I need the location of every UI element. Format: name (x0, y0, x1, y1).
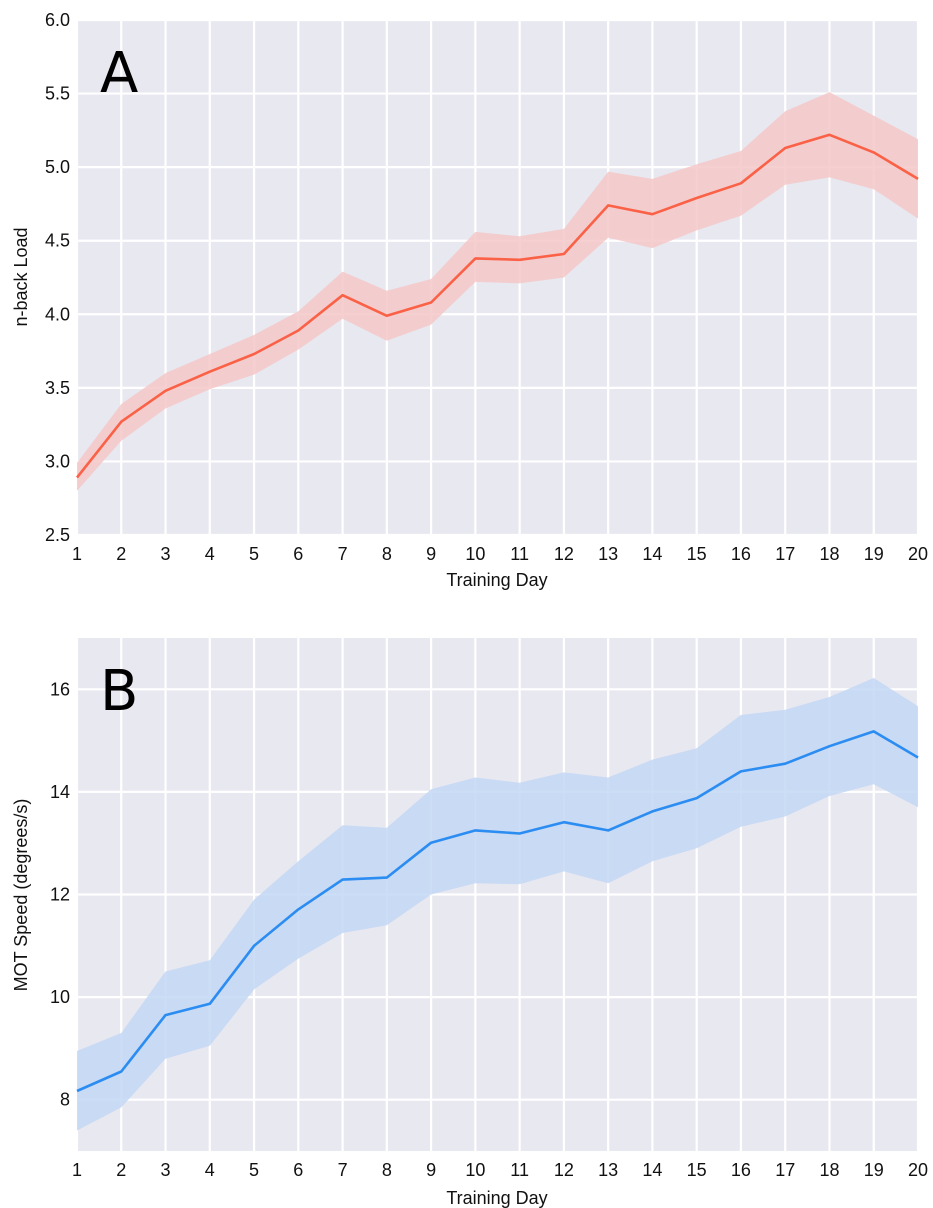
panel-a-series-line (75, 133, 919, 479)
panel-b-x-tick-label: 7 (338, 1160, 348, 1180)
panel-a-y-tick-label: 6.0 (45, 10, 70, 30)
panel-a-x-tick-label: 9 (426, 544, 436, 564)
panel-a-x-tick-label: 1 (72, 544, 82, 564)
panel-a-y-tick-label: 4.5 (45, 231, 70, 251)
panel-a-y-ticks: 2.5 3.0 3.5 4.0 4.5 5.0 5.5 6.0 (45, 10, 70, 545)
panel-b-x-tick-label: 20 (908, 1160, 928, 1180)
panel-a-y-axis-label: n-back Load (11, 227, 31, 326)
panel-a-x-tick-label: 10 (465, 544, 485, 564)
panel-b-x-ticks: 1 2 3 4 5 6 7 8 9 10 11 12 13 14 15 16 17 18 19 20 (72, 1160, 928, 1180)
panel-b-x-tick-label: 13 (598, 1160, 618, 1180)
panel-a-x-tick-label: 6 (293, 544, 303, 564)
panel-b-x-tick-label: 17 (775, 1160, 795, 1180)
panel-a-x-tick-label: 2 (116, 544, 126, 564)
panel-a-confidence-band (77, 92, 918, 491)
panel-b-x-tick-label: 9 (426, 1160, 436, 1180)
panel-a-x-axis-label: Training Day (446, 570, 547, 590)
panel-a-x-tick-label: 4 (205, 544, 215, 564)
panel-a-x-tick-label: 12 (554, 544, 574, 564)
panel-a-y-tick-label: 3.5 (45, 378, 70, 398)
panel-a-x-tick-label: 11 (510, 544, 529, 564)
panel-b-y-tick-label: 12 (50, 885, 70, 905)
panel-a-x-tick-label: 8 (382, 544, 392, 564)
panel-a-chart: 2.53.03.54.04.55.05.56.0 1 2 3 4 5 6 7 8 9 10 11 12… (11, 10, 928, 590)
panel-b-y-axis-label: MOT Speed (degrees/s) (11, 799, 31, 992)
panel-b-x-tick-label: 19 (864, 1160, 884, 1180)
panel-b-series-line (76, 730, 919, 1093)
panel-b-x-axis-label: Training Day (446, 1188, 547, 1208)
panel-b-y-tick-label: 10 (50, 987, 70, 1007)
panel-b-y-tick-label: 8 (60, 1090, 70, 1110)
panel-b-x-tick-label: 6 (293, 1160, 303, 1180)
panel-a-y-tick-label: 2.5 (45, 525, 70, 545)
panel-b-x-tick-label: 14 (642, 1160, 662, 1180)
panel-a-x-tick-label: 20 (908, 544, 928, 564)
panel-a-x-tick-label: 18 (819, 544, 839, 564)
panel-a-y-tick-label: 4.0 (45, 304, 70, 324)
panel-b-y-ticks: 8 10 12 14 16 (50, 679, 70, 1109)
panel-a-letter: A (100, 41, 138, 106)
panel-b-x-tick-label: 4 (205, 1160, 215, 1180)
panel-b-x-tick-label: 5 (249, 1160, 259, 1180)
panel-b-y-tick-label: 14 (50, 782, 70, 802)
panel-b-letter: B (100, 659, 138, 724)
panel-a-y-tick-label: 5.0 (45, 157, 70, 177)
panel-a-x-tick-label: 17 (775, 544, 795, 564)
panel-a-x-ticks: 1 2 3 4 5 6 7 8 9 10 11 12 13 14 15 16 17 18 19 20 (72, 544, 928, 564)
panel-b-x-tick-label: 12 (554, 1160, 574, 1180)
panel-b-x-tick-label: 1 (72, 1160, 82, 1180)
panel-a-x-tick-label: 19 (864, 544, 884, 564)
panel-b-x-tick-label: 16 (731, 1160, 751, 1180)
panel-b-x-tick-label: 8 (382, 1160, 392, 1180)
panel-a-x-tick-label: 16 (731, 544, 751, 564)
panel-a-y-tick-label: 3.0 (45, 451, 70, 471)
panel-b-y-tick-label: 16 (50, 679, 70, 699)
panel-a-x-tick-label: 7 (338, 544, 348, 564)
panel-b-x-tick-label: 3 (161, 1160, 171, 1180)
panel-a-x-tick-label: 13 (598, 544, 618, 564)
panel-a-x-tick-label: 3 (161, 544, 171, 564)
panel-b-x-tick-label: 18 (819, 1160, 839, 1180)
panel-b-x-tick-label: 11 (510, 1160, 529, 1180)
panel-b-x-tick-label: 2 (116, 1160, 126, 1180)
panel-a-x-tick-label: 15 (687, 544, 707, 564)
panel-a-y-tick-label: 5.5 (45, 84, 70, 104)
panel-b-x-tick-label: 10 (465, 1160, 485, 1180)
panel-a-x-tick-label: 5 (249, 544, 259, 564)
panel-a-x-tick-label: 14 (642, 544, 662, 564)
panel-b-x-tick-label: 15 (687, 1160, 707, 1180)
